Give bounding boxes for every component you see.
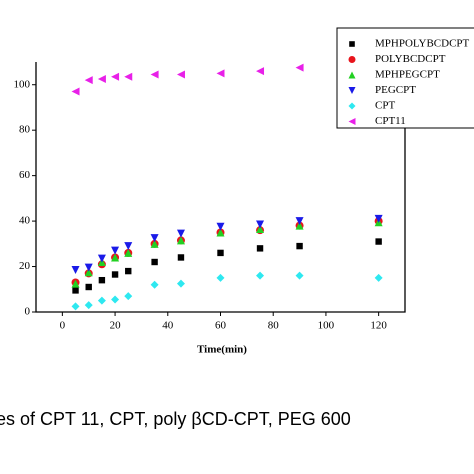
point [216, 228, 225, 237]
point [111, 271, 119, 278]
point [124, 292, 133, 301]
legend-label: MPHPOLYBCDCPT [375, 38, 470, 50]
point [97, 254, 106, 263]
point [71, 302, 80, 311]
point [71, 265, 80, 274]
point [375, 238, 382, 245]
point [150, 70, 159, 79]
point [216, 273, 225, 282]
point [296, 242, 303, 250]
point [71, 87, 80, 96]
x-tick-label: 80 [268, 320, 280, 332]
point [216, 222, 225, 231]
x-axis-label: Time(min) [197, 344, 247, 356]
point [176, 229, 185, 238]
x-tick-label: 0 [60, 320, 66, 332]
legend-label: CPT [375, 100, 395, 112]
y-tick-label: 60 [19, 169, 31, 181]
point [72, 287, 79, 294]
point [295, 221, 304, 230]
legend-box [336, 27, 474, 129]
legend-label: CPT11 [375, 115, 406, 127]
x-tick-label: 20 [110, 320, 122, 332]
point [150, 239, 159, 248]
point [177, 254, 185, 261]
point [374, 214, 383, 223]
point [150, 280, 159, 289]
point [176, 279, 185, 288]
point [125, 267, 132, 275]
point [111, 253, 120, 262]
point [84, 268, 93, 277]
x-tick-label: 120 [370, 320, 387, 332]
point [256, 67, 265, 76]
caption: es of CPT 11, CPT, poly βCD-CPT, PEG 600 [0, 409, 351, 429]
point [85, 283, 92, 291]
point [295, 271, 304, 280]
point [84, 76, 93, 85]
point [150, 234, 159, 243]
legend-marker [348, 87, 356, 94]
legend-marker [348, 56, 356, 63]
point [256, 245, 264, 252]
legend-marker [348, 118, 356, 125]
point [176, 70, 185, 79]
y-tick-label: 40 [19, 215, 31, 227]
point [295, 63, 304, 72]
point [111, 295, 120, 304]
point [124, 72, 133, 81]
point [98, 276, 106, 284]
point [71, 279, 80, 288]
point [111, 246, 120, 255]
point [151, 258, 158, 266]
y-tick-label: 100 [14, 78, 31, 90]
point [97, 75, 106, 84]
x-tick-label: 60 [215, 320, 227, 332]
legend-marker [348, 71, 356, 79]
legend-label: MPHPEGCPT [375, 69, 440, 81]
y-tick-label: 80 [19, 124, 31, 136]
point [295, 217, 304, 226]
y-tick-label: 0 [25, 306, 31, 318]
point [217, 249, 224, 257]
x-tick-label: 100 [318, 320, 335, 332]
point [256, 271, 265, 280]
legend-marker [348, 102, 356, 110]
point [97, 296, 106, 305]
legend-label: PEGCPT [375, 84, 416, 96]
point [176, 236, 185, 245]
point [256, 225, 265, 234]
point [374, 273, 383, 282]
point [124, 248, 133, 257]
x-tick-label: 40 [162, 320, 174, 332]
point [124, 242, 133, 251]
point [256, 220, 265, 229]
y-tick-label: 20 [19, 260, 31, 272]
legend-marker [349, 41, 355, 47]
point [216, 69, 225, 78]
legend-label: POLYBCDCPT [375, 53, 446, 65]
point [111, 72, 120, 81]
point [84, 263, 93, 272]
point [84, 301, 93, 310]
